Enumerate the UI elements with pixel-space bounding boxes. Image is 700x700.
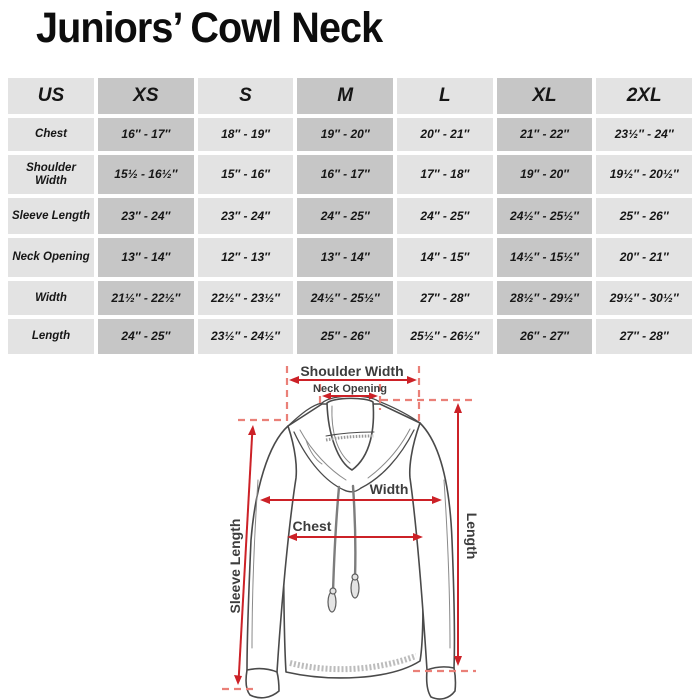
column-header-s: S bbox=[197, 78, 294, 114]
column-header-2xl: 2XL bbox=[596, 78, 692, 114]
table-cell: 17″ - 18″ bbox=[396, 155, 493, 194]
cowl-neck-sweatshirt-drawing bbox=[245, 395, 457, 700]
table-cell: 23½″ - 24½″ bbox=[197, 319, 294, 354]
measurement-diagram: Shoulder Width Neck Opening Width Chest … bbox=[222, 363, 480, 700]
table-cell: 23″ - 24″ bbox=[98, 198, 194, 234]
column-header-m: M bbox=[297, 78, 393, 114]
table-cell: 16″ - 17″ bbox=[98, 118, 194, 151]
table-cell: 22½″ - 23½″ bbox=[197, 281, 294, 315]
table-cell: 24″ - 25″ bbox=[297, 198, 393, 234]
table-cell: 23″ - 24″ bbox=[197, 198, 294, 234]
table-cell: 16″ - 17″ bbox=[297, 155, 393, 194]
column-header-xl: XL bbox=[496, 78, 593, 114]
table-cell: 24½″ - 25½″ bbox=[496, 198, 593, 234]
table-cell: 13″ - 14″ bbox=[98, 238, 194, 277]
table-cell: 26″ - 27″ bbox=[496, 319, 593, 354]
row-label-neck-opening: Neck Opening bbox=[8, 238, 94, 277]
table-cell: 15½ - 16½″ bbox=[98, 155, 194, 194]
size-chart-table: US XS S M L XL 2XL Chest 16″ - 17″ 18″ -… bbox=[8, 78, 692, 354]
chest-label: Chest bbox=[293, 518, 332, 534]
table-cell: 13″ - 14″ bbox=[297, 238, 393, 277]
table-cell: 21″ - 22″ bbox=[496, 118, 593, 151]
column-header-xs: XS bbox=[98, 78, 194, 114]
neck-opening-arrow bbox=[322, 392, 378, 400]
measurement-annotations bbox=[222, 366, 476, 691]
sleeve-length-label: Sleeve Length bbox=[227, 519, 243, 614]
table-cell: 19″ - 20″ bbox=[297, 118, 393, 151]
row-label-length: Length bbox=[8, 319, 94, 354]
chest-arrow bbox=[287, 533, 423, 541]
width-arrow bbox=[260, 496, 442, 504]
table-cell: 27″ - 28″ bbox=[396, 281, 493, 315]
table-cell: 25″ - 26″ bbox=[596, 198, 692, 234]
column-header-l: L bbox=[396, 78, 493, 114]
table-cell: 25½″ - 26½″ bbox=[396, 319, 493, 354]
table-cell: 12″ - 13″ bbox=[197, 238, 294, 277]
page-title: Juniors’ Cowl Neck bbox=[36, 4, 383, 52]
sleeve-length-arrow bbox=[234, 425, 256, 685]
table-cell: 15″ - 16″ bbox=[197, 155, 294, 194]
table-cell: 24″ - 25″ bbox=[396, 198, 493, 234]
length-label: Length bbox=[464, 513, 480, 560]
table-cell: 24½″ - 25½″ bbox=[297, 281, 393, 315]
table-cell: 21½″ - 22½″ bbox=[98, 281, 194, 315]
row-label-shoulder-width: Shoulder Width bbox=[8, 155, 94, 194]
table-cell: 14½″ - 15½″ bbox=[496, 238, 593, 277]
table-cell: 19½″ - 20½″ bbox=[596, 155, 692, 194]
shoulder-width-label: Shoulder Width bbox=[300, 363, 403, 379]
table-cell: 20″ - 21″ bbox=[396, 118, 493, 151]
neck-opening-label: Neck Opening bbox=[313, 383, 387, 395]
table-cell: 25″ - 26″ bbox=[297, 319, 393, 354]
table-cell: 28½″ - 29½″ bbox=[496, 281, 593, 315]
dashed-guides bbox=[222, 366, 476, 691]
table-cell: 23½″ - 24″ bbox=[596, 118, 692, 151]
row-label-chest: Chest bbox=[8, 118, 94, 151]
row-label-width: Width bbox=[8, 281, 94, 315]
table-cell: 20″ - 21″ bbox=[596, 238, 692, 277]
table-cell: 19″ - 20″ bbox=[496, 155, 593, 194]
length-arrow bbox=[454, 403, 462, 666]
table-cell: 29½″ - 30½″ bbox=[596, 281, 692, 315]
table-cell: 27″ - 28″ bbox=[596, 319, 692, 354]
table-cell: 18″ - 19″ bbox=[197, 118, 294, 151]
shoulder-width-arrow bbox=[289, 376, 417, 384]
width-label: Width bbox=[370, 481, 409, 497]
table-cell: 14″ - 15″ bbox=[396, 238, 493, 277]
table-cell: 24″ - 25″ bbox=[98, 319, 194, 354]
row-label-sleeve-length: Sleeve Length bbox=[8, 198, 94, 234]
column-header-us: US bbox=[8, 78, 94, 114]
